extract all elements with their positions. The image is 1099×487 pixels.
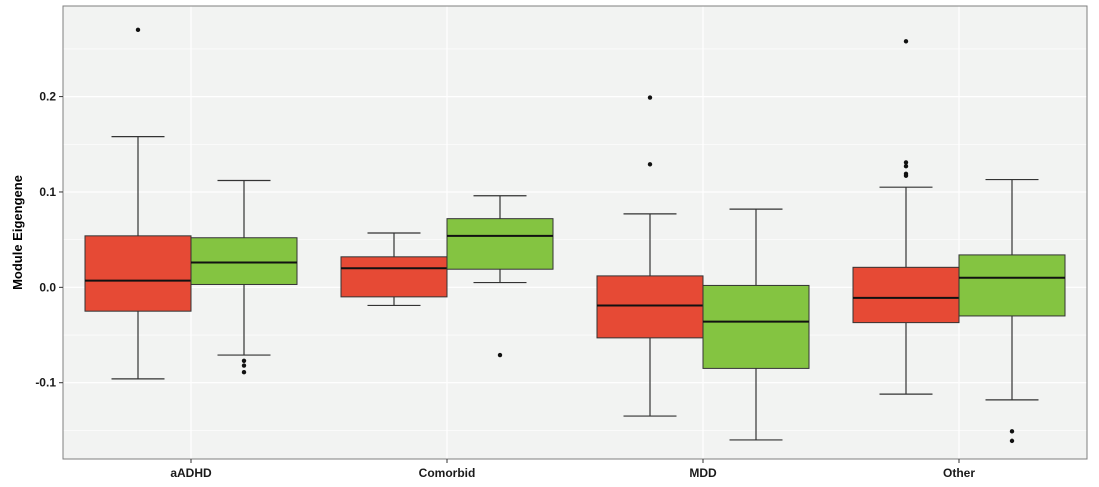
- box: [958, 254, 1066, 317]
- outlier-point: [1009, 438, 1015, 444]
- outlier-point: [241, 358, 247, 363]
- outlier-point: [1009, 429, 1015, 434]
- outlier-point: [647, 95, 653, 100]
- y-axis-title: Module Eigengene: [10, 175, 25, 290]
- x-tick-label: Comorbid: [419, 466, 476, 480]
- outlier-point: [903, 39, 909, 44]
- outlier-point: [903, 160, 909, 165]
- box: [190, 237, 298, 285]
- x-tick-label: Other: [943, 466, 975, 480]
- outlier-point: [647, 162, 653, 167]
- x-tick-label: MDD: [689, 466, 717, 480]
- outlier-point: [135, 27, 141, 33]
- box: [702, 284, 810, 369]
- panel-background: [63, 6, 1087, 459]
- box: [446, 218, 554, 270]
- box: [596, 275, 704, 339]
- outlier-point: [497, 352, 503, 358]
- outlier-point: [903, 173, 909, 178]
- outlier-point: [241, 363, 247, 368]
- box: [852, 266, 960, 324]
- y-tick-label: 0.0: [39, 280, 56, 294]
- plot-area: 0.2 0.1 0.0 -0.1 aADHD Comorbid MDD Other: [35, 5, 1088, 480]
- panel-border: [62, 5, 1088, 460]
- y-tick-label: -0.1: [35, 376, 56, 390]
- outlier-point: [903, 164, 909, 169]
- y-tick-label: 0.1: [39, 185, 56, 199]
- box: [84, 235, 192, 312]
- outlier-point: [241, 370, 247, 375]
- x-tick-label: aADHD: [170, 466, 212, 480]
- y-tick-label: 0.2: [39, 90, 56, 104]
- box: [340, 256, 448, 298]
